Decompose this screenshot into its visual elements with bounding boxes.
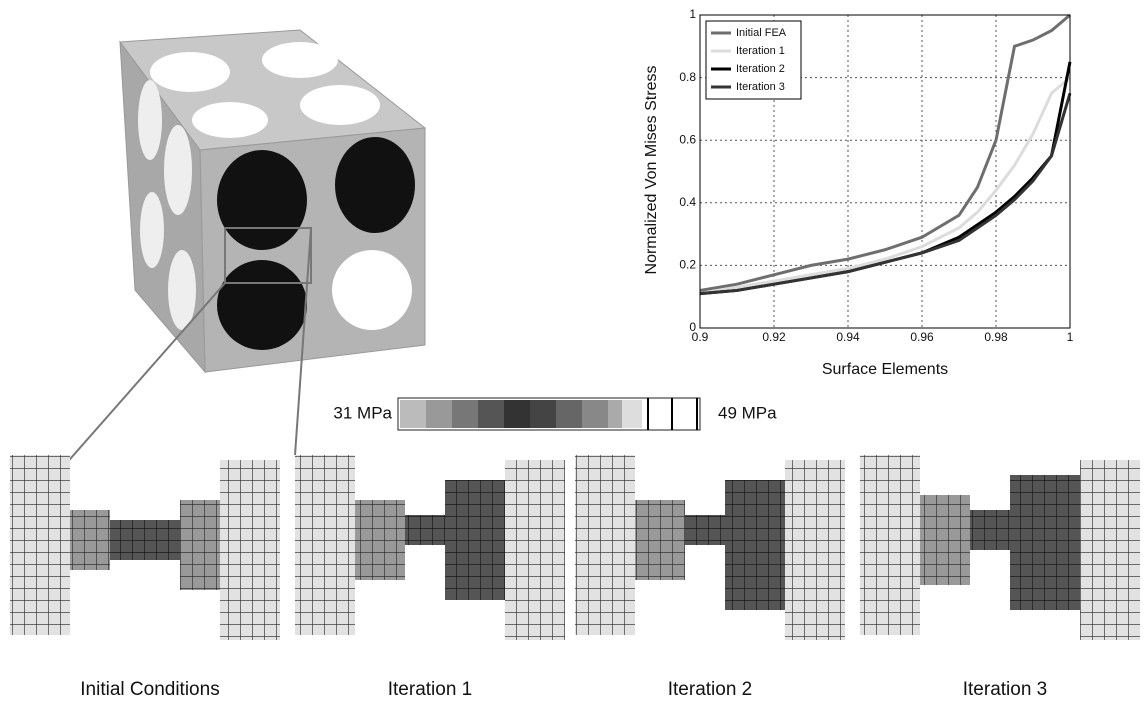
figure: 31 MPa 49 MPa Initial Conditions Iterati… xyxy=(0,0,1144,704)
x-tick-label: 0.94 xyxy=(836,330,860,344)
panel-caption: Iteration 2 xyxy=(668,679,753,700)
legend-label: Initial FEA xyxy=(736,27,787,39)
y-tick-label: 0.4 xyxy=(679,195,696,209)
y-tick-label: 0.6 xyxy=(679,132,696,146)
x-tick-label: 0.98 xyxy=(984,330,1008,344)
voxel-panels xyxy=(10,455,1140,640)
colorbar-min-label: 31 MPa xyxy=(333,403,392,422)
legend-label: Iteration 2 xyxy=(736,63,785,75)
x-tick-label: 0.92 xyxy=(762,330,786,344)
x-tick-label: 1 xyxy=(1067,330,1074,344)
y-tick-label: 0.2 xyxy=(679,258,696,272)
voxel-panel xyxy=(295,455,565,640)
colorbar: 31 MPa 49 MPa xyxy=(333,398,777,430)
y-tick-label: 1 xyxy=(689,7,696,21)
cube-illustration xyxy=(12,30,425,525)
x-axis-label: Surface Elements xyxy=(822,361,948,378)
panel-caption: Initial Conditions xyxy=(80,679,219,700)
panel-caption: Iteration 1 xyxy=(388,679,473,700)
y-tick-label: 0.8 xyxy=(679,70,696,84)
page: 31 MPa 49 MPa Initial Conditions Iterati… xyxy=(0,0,1144,704)
legend-label: Iteration 1 xyxy=(736,45,785,57)
voxel-panel xyxy=(575,455,845,640)
voxel-panel xyxy=(10,455,280,640)
voxel-panel xyxy=(860,455,1140,640)
panel-caption: Iteration 3 xyxy=(963,679,1048,700)
legend-label: Iteration 3 xyxy=(736,81,785,93)
x-tick-label: 0.9 xyxy=(692,330,709,344)
y-axis-label: Normalized Von Mises Stress xyxy=(643,66,660,275)
line-chart: Surface Elements Normalized Von Mises St… xyxy=(643,7,1073,378)
colorbar-max-label: 49 MPa xyxy=(718,403,777,422)
x-tick-label: 0.96 xyxy=(910,330,934,344)
